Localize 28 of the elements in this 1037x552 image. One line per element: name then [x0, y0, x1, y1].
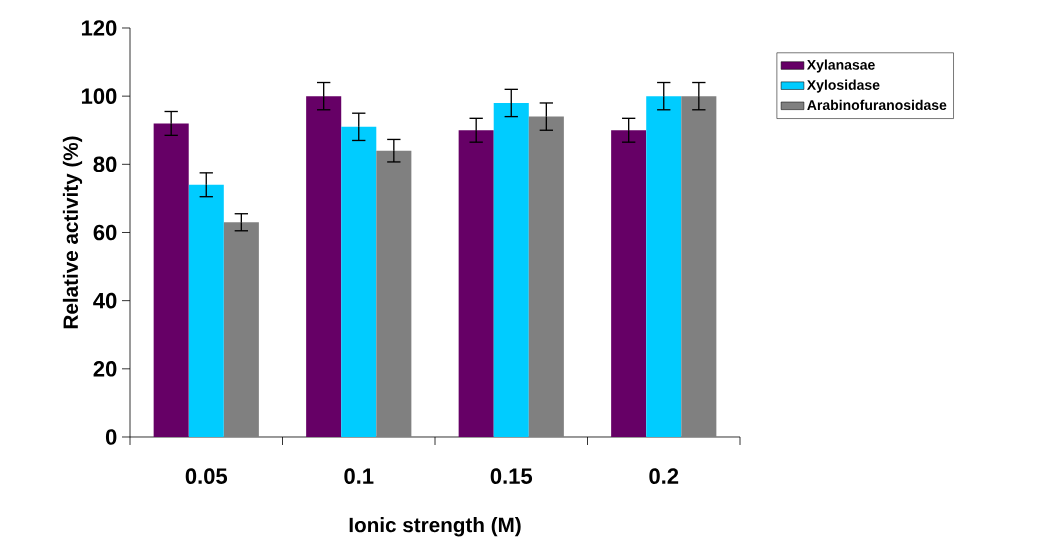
x-tick-label: 0.1 [344, 468, 374, 484]
legend-label: Arabinofuranosidase [807, 99, 947, 111]
y-tick-label: 80 [93, 156, 117, 173]
y-tick-label: 120 [81, 20, 117, 36]
bar [306, 96, 342, 437]
x-axis-title: Ionic strength (M) [349, 517, 521, 537]
bar [681, 96, 717, 437]
bar [493, 102, 529, 437]
y-tick-label: 60 [93, 224, 117, 241]
legend-label: Xylosidase [806, 79, 880, 93]
bar [458, 130, 494, 437]
x-tick-label: 0.15 [490, 468, 533, 484]
y-tick-label: 0 [105, 429, 117, 445]
bar [528, 116, 564, 437]
bar [153, 123, 189, 437]
bar [376, 150, 412, 437]
y-tick-label: 40 [93, 292, 117, 309]
bar [188, 184, 224, 437]
bar [646, 96, 682, 437]
x-tick-label: 0.2 [649, 468, 679, 484]
x-tick-label: 0.05 [185, 468, 228, 484]
y-axis-title: Relative activity (%) [62, 136, 83, 329]
bar [341, 126, 377, 437]
y-tick-label: 20 [93, 361, 117, 377]
bar [223, 222, 259, 437]
bar [611, 130, 647, 437]
legend-label: Xylanasae [806, 59, 875, 73]
y-tick-label: 100 [81, 88, 117, 104]
